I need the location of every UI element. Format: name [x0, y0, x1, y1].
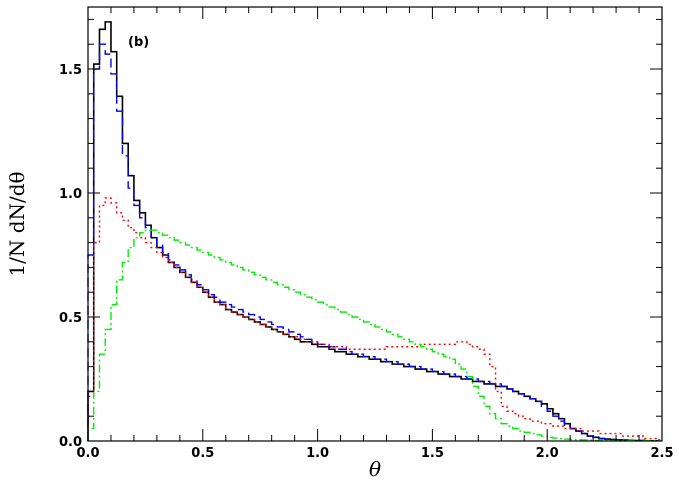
series-line-4 [87, 229, 662, 442]
series-layer [87, 21, 662, 442]
y-tick-label: 1.5 [59, 63, 82, 78]
ticks-layer: 0.0 0.5 1.0 1.5 2.0 2.5 0.0 0.5 1.0 1.5 [59, 7, 674, 461]
x-tick-label: 1.0 [306, 446, 329, 461]
series-line-1 [87, 21, 662, 442]
x-tick-label: 0.5 [191, 446, 214, 461]
series-line-3 [87, 197, 662, 441]
x-tick-label: 2.0 [536, 446, 559, 461]
y-axis-title: 1/N dN/dθ [5, 171, 29, 276]
x-tick-label: 0.0 [76, 446, 99, 461]
x-tick-label: 2.5 [650, 446, 673, 461]
y-tick-label: 1.0 [59, 187, 82, 202]
panel-label: (b) [128, 35, 149, 50]
plot-frame [87, 6, 663, 442]
y-tick-label: 0.5 [59, 311, 82, 326]
series-line-2 [87, 43, 662, 442]
y-tick-label: 0.0 [59, 435, 82, 450]
x-axis-title: θ [369, 457, 381, 481]
x-tick-label: 1.5 [421, 446, 444, 461]
